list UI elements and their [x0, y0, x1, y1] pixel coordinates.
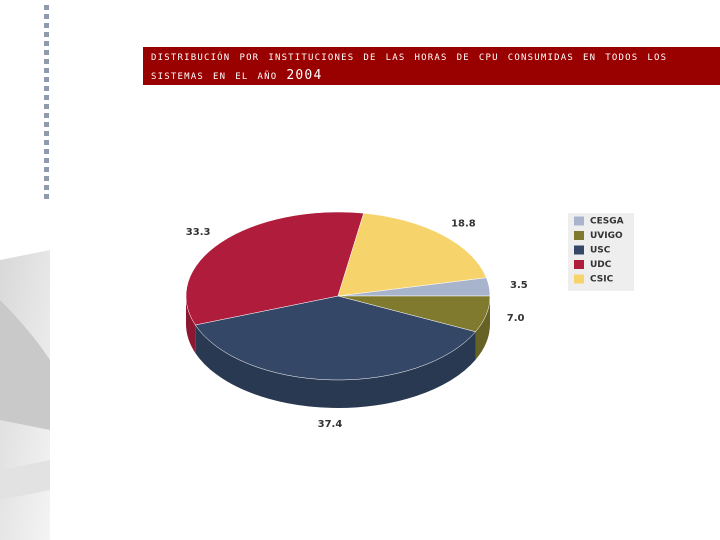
- slice-side: [186, 296, 196, 353]
- data-label: 7.0: [507, 313, 525, 324]
- legend-label: UVIGO: [590, 231, 623, 241]
- dot: [44, 185, 49, 190]
- legend-label: CSIC: [590, 275, 614, 285]
- dot: [44, 113, 49, 118]
- dot: [44, 32, 49, 37]
- data-label: 37.4: [318, 419, 343, 430]
- legend-swatch: [574, 274, 584, 284]
- legend-label: USC: [590, 246, 611, 256]
- legend-swatch: [574, 231, 584, 240]
- dot: [44, 104, 49, 109]
- dot: [44, 122, 49, 127]
- slice-side: [195, 324, 476, 409]
- slice: [194, 295, 476, 381]
- decoration: [0, 250, 50, 540]
- dot: [44, 167, 49, 172]
- dot: [44, 140, 49, 145]
- dot: [44, 194, 49, 199]
- dot: [44, 149, 49, 154]
- dot: [44, 176, 49, 181]
- dot: [44, 41, 49, 46]
- dot: [44, 59, 49, 64]
- legend-label: CESGA: [590, 217, 624, 227]
- dot: [44, 5, 49, 10]
- slice-side: [475, 296, 490, 360]
- legend-swatch: [574, 260, 584, 269]
- legend-swatch: [574, 216, 584, 226]
- legend-swatch: [574, 245, 584, 255]
- data-label: 3.5: [510, 280, 528, 291]
- dot: [44, 95, 49, 100]
- slice: [185, 211, 364, 326]
- dot: [44, 77, 49, 82]
- legend-label: UDC: [590, 260, 612, 270]
- chart-title: distribución por instituciones de las ho…: [143, 47, 720, 85]
- dot: [44, 86, 49, 91]
- data-label: 33.3: [186, 227, 211, 238]
- slice: [337, 212, 487, 297]
- dot: [44, 158, 49, 163]
- data-label: 18.8: [451, 219, 476, 230]
- dot: [44, 50, 49, 55]
- pie: 3.5 7.0 37.4 33.3 18.8: [185, 211, 528, 430]
- legend: CESGA UVIGO USC UDC CSIC: [574, 216, 624, 285]
- dot: [44, 14, 49, 19]
- dot: [44, 131, 49, 136]
- dotted-border: [44, 5, 49, 199]
- dot: [44, 68, 49, 73]
- dot: [44, 23, 49, 28]
